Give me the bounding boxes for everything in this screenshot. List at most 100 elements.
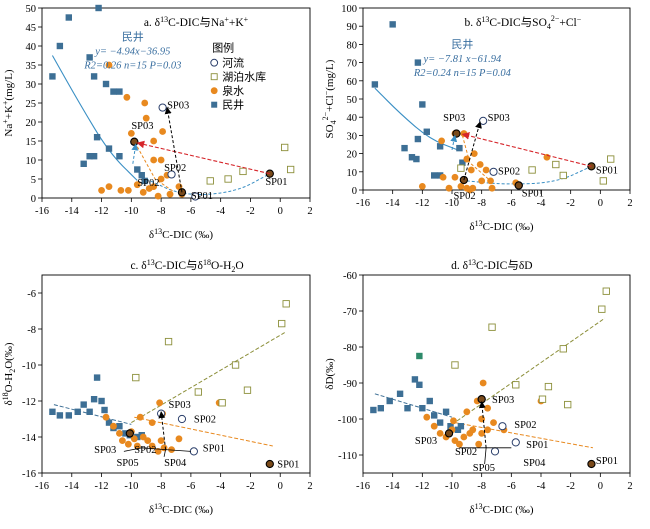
x-tick-label: -6 <box>187 481 196 492</box>
spring-point <box>463 408 471 416</box>
spring-point <box>98 187 105 194</box>
y-tick-label: -110 <box>338 451 357 462</box>
legend-swatch <box>211 101 218 108</box>
lake-point <box>602 287 610 295</box>
x-tick-label: -6 <box>507 481 516 492</box>
river-trend-curve <box>466 165 592 185</box>
black-arrow <box>478 401 487 448</box>
y-tick-label: -60 <box>343 271 357 282</box>
sp-label: SP03 <box>415 436 437 447</box>
spring-point <box>150 137 158 145</box>
spring-point <box>141 99 149 107</box>
well-point <box>98 397 105 405</box>
spring-point <box>456 440 463 448</box>
trend-line <box>131 332 285 424</box>
panel-c: -16 -14 -12 -10 -8 -6 -4 -2 0 2 -16 -14 -12 -10 -8 -6 δ1… <box>1 258 313 516</box>
well-point <box>404 405 411 412</box>
lake-point <box>218 399 226 407</box>
sp-label: SP03 <box>169 400 191 411</box>
well-point <box>419 101 426 108</box>
spring-point <box>136 413 144 421</box>
spring-point <box>117 187 125 194</box>
y-tick-label: 40 <box>347 113 358 124</box>
x-tick-label: -6 <box>507 198 516 209</box>
y-tick-label: -70 <box>343 307 357 318</box>
spring-point <box>439 173 447 181</box>
label-leader <box>484 447 487 465</box>
y-tick-label: 5 <box>31 175 36 186</box>
river-trend-curve <box>146 173 271 196</box>
well-point <box>408 154 416 161</box>
spring-point <box>457 182 465 190</box>
river-point <box>158 103 167 112</box>
trend-line <box>134 416 273 447</box>
sp-label: SP03 <box>492 395 514 406</box>
lake-point <box>544 382 553 391</box>
y-tick-label: 70 <box>347 59 358 70</box>
spring-point <box>484 426 491 434</box>
x-tick-label: -4 <box>537 198 546 209</box>
well-point <box>457 423 465 430</box>
well-point <box>74 408 81 415</box>
sp-label: SP04 <box>523 458 546 469</box>
lake-point <box>607 155 615 163</box>
y-axis-label: SO42−+Cl−(mg/L) <box>321 59 338 138</box>
lake-point <box>559 171 567 180</box>
y-tick-label: 30 <box>347 131 358 142</box>
well-point <box>110 88 117 95</box>
spring-point <box>479 379 487 387</box>
y-tick-label: -12 <box>22 397 36 408</box>
y-tick-label: 60 <box>347 77 358 88</box>
x-tick-label: -12 <box>415 198 429 209</box>
x-tick-label: -12 <box>95 481 109 492</box>
y-tick-label: 0 <box>352 186 357 197</box>
spring-point <box>470 150 478 158</box>
river-point <box>167 170 176 179</box>
y-tick-label: 100 <box>341 4 357 15</box>
well-point <box>86 408 93 415</box>
well-point <box>49 73 56 80</box>
well-point <box>116 88 123 95</box>
lake-point <box>286 165 295 174</box>
well-point <box>93 374 101 381</box>
x-tick-label: -2 <box>566 198 575 209</box>
lake-point <box>224 175 232 183</box>
spring-point <box>124 187 132 194</box>
sp-point <box>125 429 134 438</box>
sp-label: SP02 <box>164 163 186 174</box>
spring-trend-line <box>461 135 491 182</box>
panel-title: a. δ13C-DIC与Na++K+ <box>144 15 249 29</box>
well-point <box>105 145 113 152</box>
spring-point <box>145 185 153 192</box>
spring-point <box>484 404 491 412</box>
sp-label: SP01 <box>265 177 287 188</box>
well-point <box>116 153 123 160</box>
well-point <box>134 433 141 441</box>
y-tick-label: 10 <box>26 156 37 167</box>
lake-point <box>488 323 496 331</box>
spring-point <box>478 430 486 437</box>
sp-point <box>514 181 523 190</box>
panel-d: -16 -14 -12 -10 -8 -6 -4 -2 0 2 -110 -100 -90 -80 -70 -… <box>324 258 633 516</box>
x-tick-label: 2 <box>627 198 632 209</box>
y-tick-label: 15 <box>26 137 37 148</box>
spring-point <box>133 181 141 189</box>
well-point <box>102 80 110 88</box>
lake-point <box>164 337 173 346</box>
well-point <box>414 59 422 66</box>
spring-point <box>150 156 158 164</box>
panel-title: c. δ13C-DIC与δ18O-H2O <box>130 258 243 274</box>
lake-point <box>243 386 252 394</box>
lake-point <box>457 164 465 172</box>
well-point <box>436 143 444 150</box>
label-leader <box>123 447 142 452</box>
plot-frame <box>41 274 311 474</box>
spring-point <box>423 413 431 421</box>
sp-label: SP02 <box>137 178 159 189</box>
well-point <box>80 160 87 167</box>
y-tick-label: 40 <box>26 42 37 53</box>
lake-point <box>231 361 240 369</box>
spring-point <box>133 442 141 450</box>
x-tick-label: -16 <box>35 481 49 492</box>
